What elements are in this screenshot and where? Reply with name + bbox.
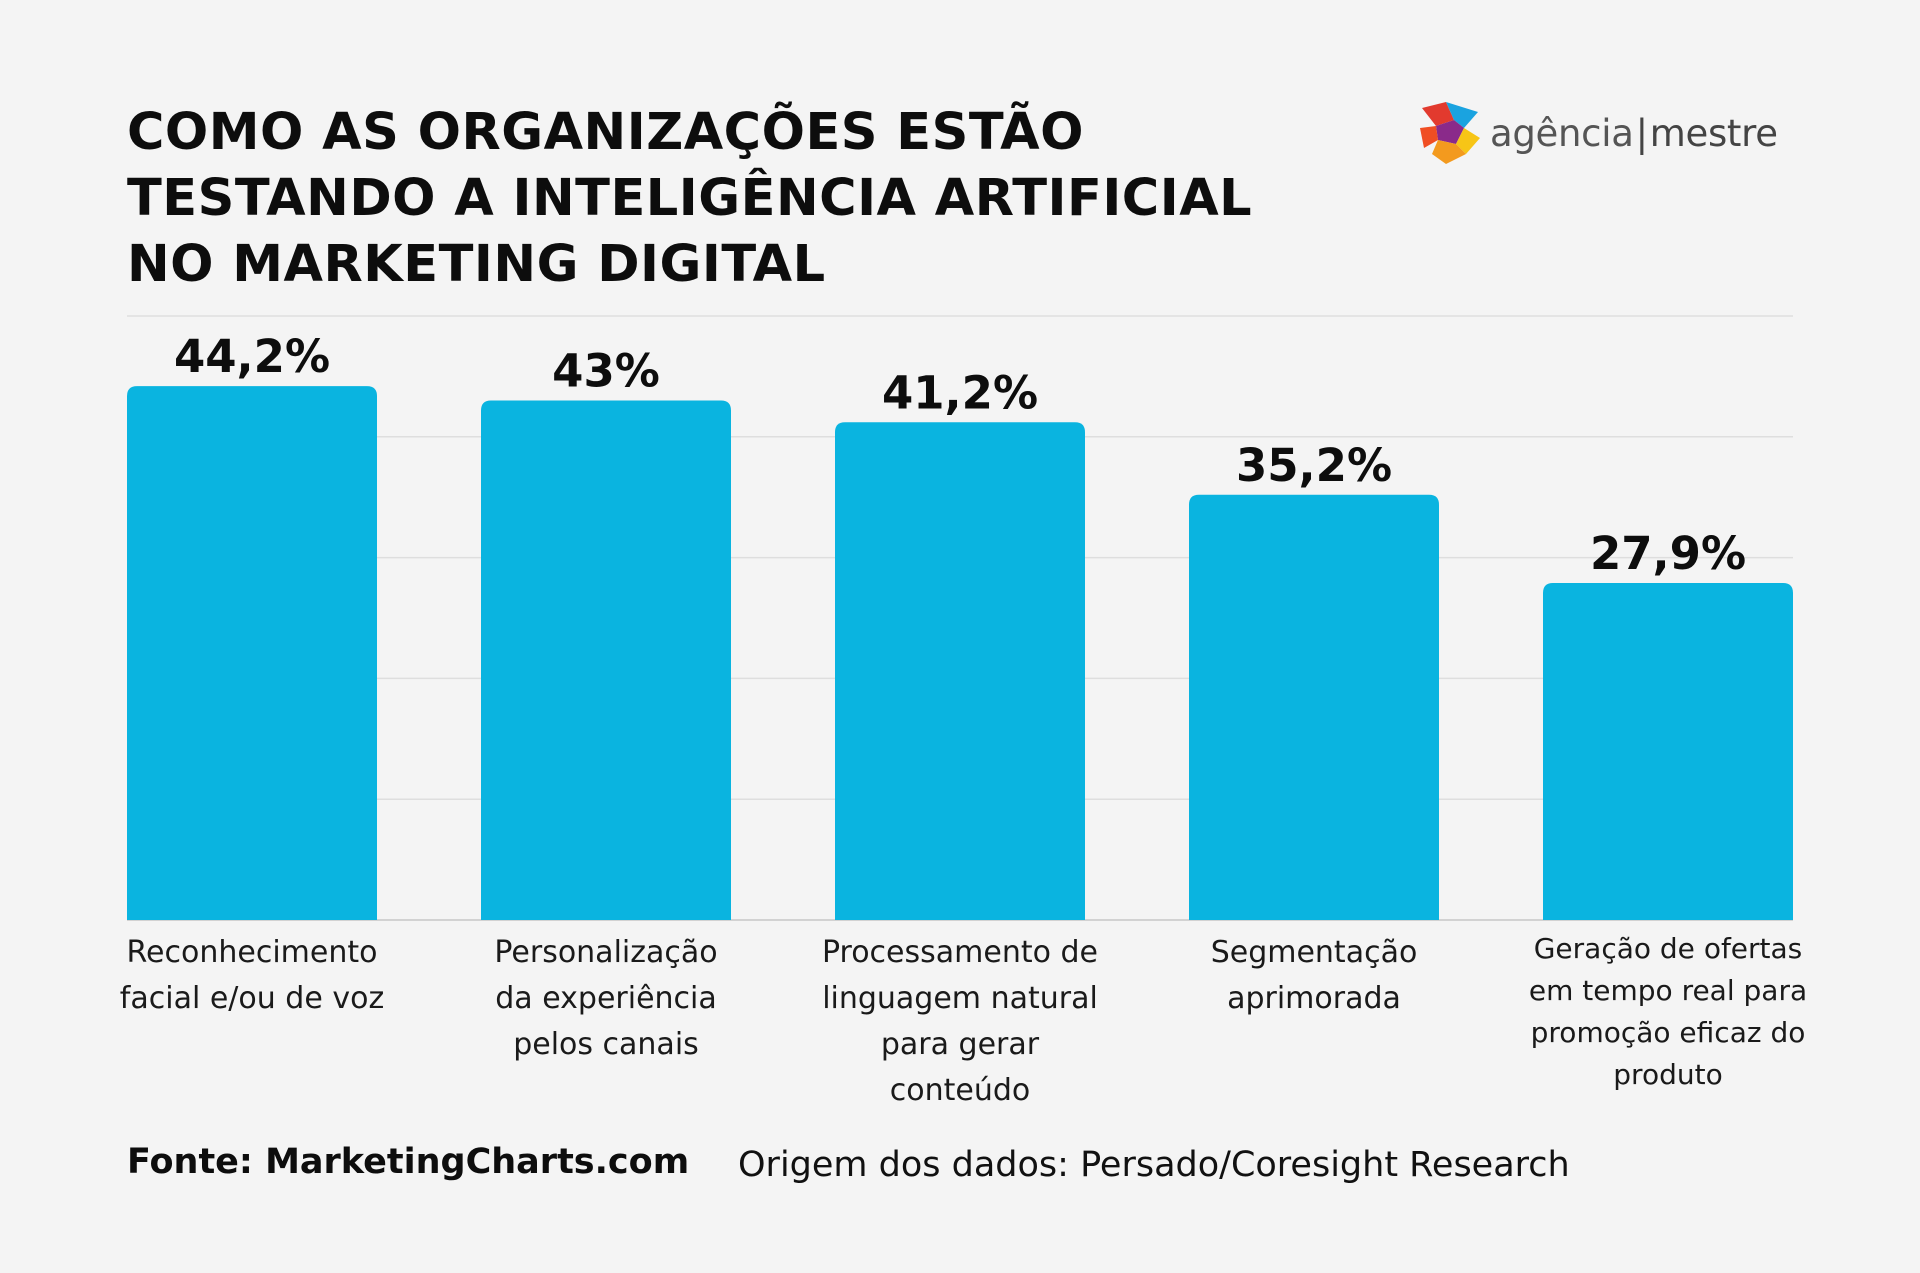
source-credit: Fonte: MarketingCharts.com bbox=[127, 1142, 690, 1182]
value-label-5: 27,9% bbox=[1590, 527, 1746, 580]
star-burst-logo-icon bbox=[1420, 102, 1480, 164]
chart-title-line-3: NO MARKETING DIGITAL bbox=[127, 235, 826, 294]
brand-separator: | bbox=[1635, 111, 1648, 155]
category-label-1-line-1: Reconhecimento bbox=[127, 935, 378, 970]
category-label-2-line-1: Personalização bbox=[494, 935, 717, 970]
bar-2 bbox=[481, 400, 731, 920]
brand-word-2: mestre bbox=[1649, 111, 1778, 155]
bar-3 bbox=[835, 422, 1085, 920]
chart-title: COMO AS ORGANIZAÇÕES ESTÃO TESTANDO A IN… bbox=[127, 100, 1327, 298]
value-label-2: 43% bbox=[552, 345, 660, 398]
category-label-1-line-2: facial e/ou de voz bbox=[120, 981, 384, 1016]
bar-4 bbox=[1189, 494, 1439, 920]
category-label-5-line-1: Geração de ofertas bbox=[1534, 932, 1803, 965]
bar-1 bbox=[127, 386, 377, 921]
category-label-4-line-1: Segmentação bbox=[1211, 935, 1418, 970]
category-label-3-line-1: Processamento de bbox=[822, 935, 1098, 970]
chart-title-line-2: TESTANDO A INTELIGÊNCIA ARTIFICIAL bbox=[127, 169, 1253, 228]
category-label-5-line-2: em tempo real para bbox=[1529, 974, 1807, 1007]
value-label-3: 41,2% bbox=[882, 366, 1038, 419]
category-label-4-line-2: aprimorada bbox=[1227, 981, 1401, 1016]
category-label-2-line-2: da experiência bbox=[495, 981, 717, 1016]
brand-word-1: agência bbox=[1490, 111, 1634, 155]
category-label-3-line-2: linguagem natural bbox=[822, 981, 1098, 1016]
brand-logo: agência|mestre bbox=[1416, 96, 1778, 170]
category-label-3-line-3: para gerar bbox=[881, 1027, 1040, 1062]
chart-title-line-1: COMO AS ORGANIZAÇÕES ESTÃO bbox=[127, 103, 1084, 162]
value-label-4: 35,2% bbox=[1236, 439, 1392, 492]
category-label-5-line-3: promoção eficaz do bbox=[1531, 1016, 1806, 1049]
category-label-2-line-3: pelos canais bbox=[513, 1027, 699, 1062]
value-label-1: 44,2% bbox=[174, 330, 330, 383]
bar-5 bbox=[1543, 582, 1793, 920]
bar-chart: 44,2% Reconhecimento facial e/ou de voz 43%… bbox=[120, 315, 1807, 1108]
data-origin-note: Origem dos dados: Persado/Coresight Rese… bbox=[738, 1145, 1570, 1185]
brand-wordmark: agência|mestre bbox=[1490, 112, 1778, 155]
category-label-5-line-4: produto bbox=[1613, 1058, 1722, 1091]
category-label-3-line-4: conteúdo bbox=[890, 1073, 1031, 1108]
